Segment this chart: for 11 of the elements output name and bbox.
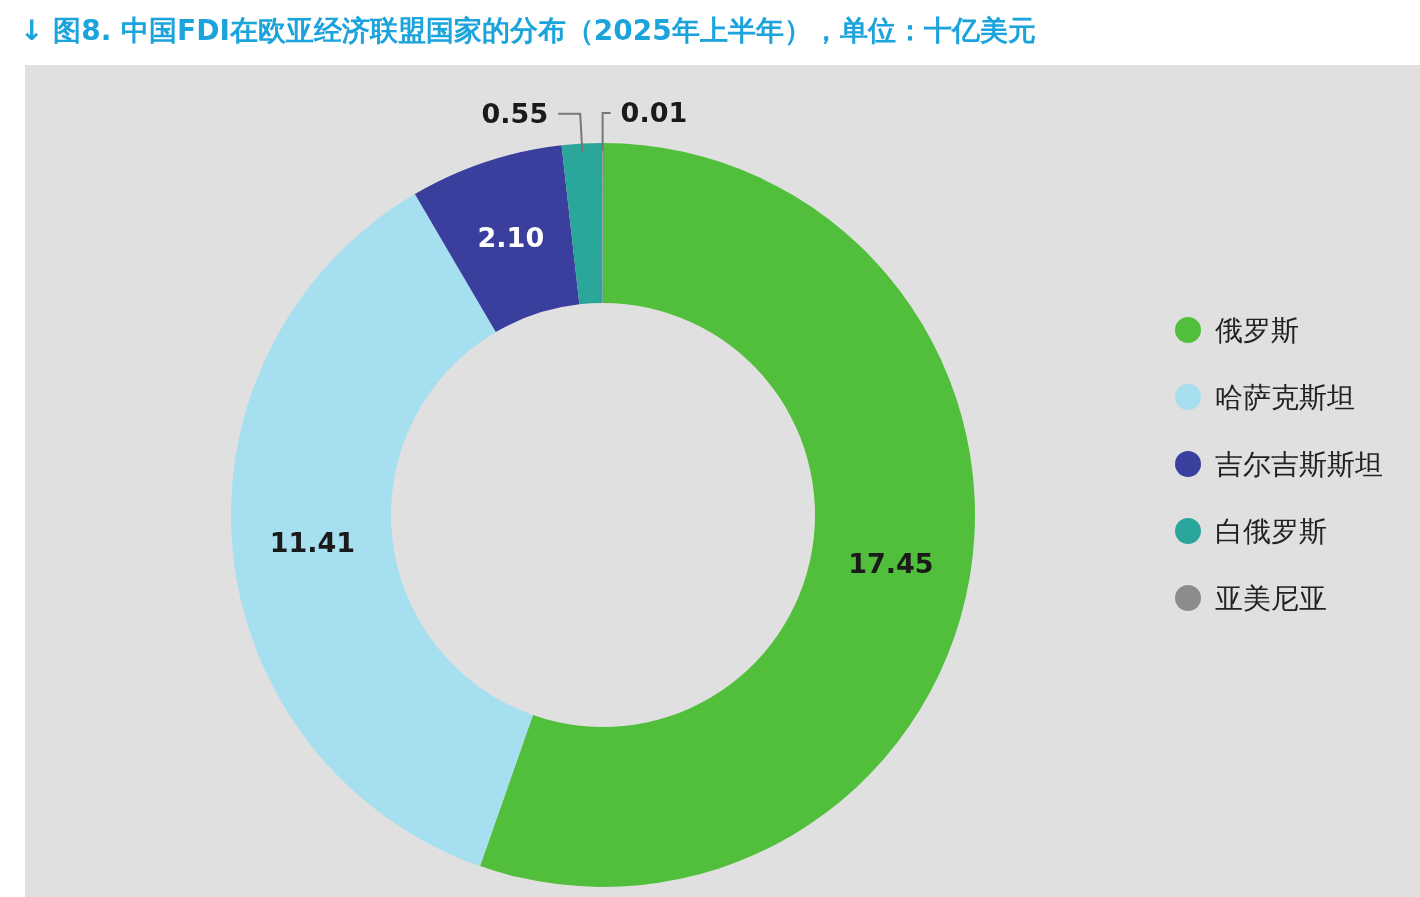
legend-label: 哈萨克斯坦 <box>1215 381 1355 414</box>
data-label: 2.10 <box>477 221 545 253</box>
legend-label: 白俄罗斯 <box>1215 515 1327 548</box>
chart-title: ↓ 图8. 中国FDI在欧亚经济联盟国家的分布（2025年上半年），单位：十亿美元 <box>20 14 1036 47</box>
legend-label: 亚美尼亚 <box>1215 582 1327 615</box>
legend-label: 吉尔吉斯斯坦 <box>1215 448 1383 481</box>
legend-label: 俄罗斯 <box>1215 314 1299 347</box>
data-label: 11.41 <box>269 527 356 559</box>
data-label: 0.01 <box>620 97 688 128</box>
data-label: 0.55 <box>481 97 549 129</box>
data-label: 17.45 <box>848 547 934 579</box>
